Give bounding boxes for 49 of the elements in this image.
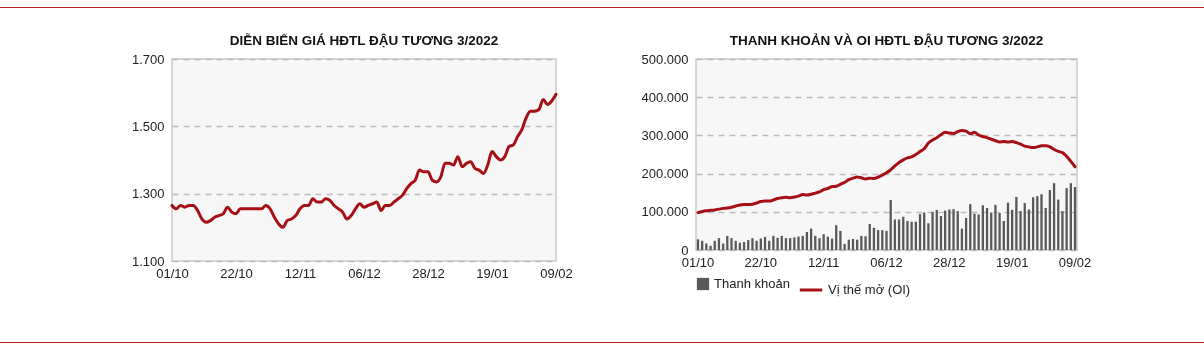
legend-label: Thanh khoản [714,276,790,291]
bar [705,243,708,250]
bar [839,230,842,250]
x-tick-label: 19/01 [995,254,1029,270]
bar [910,221,913,250]
bar [1015,196,1018,250]
bar [1040,194,1043,250]
bar [931,211,934,250]
bar [776,237,779,250]
x-tick-label: 28/12 [933,254,966,270]
x-tick-label: 19/01 [476,265,509,281]
y-tick-label: 1.700 [131,51,165,67]
bar [885,230,888,250]
bar [973,213,976,250]
bar [860,235,863,250]
bar [709,245,712,250]
bar [730,238,733,250]
y-tick-label: 300.000 [641,127,689,143]
y-tick-label: 400.000 [641,89,689,105]
x-tick-label: 12/11 [807,254,840,270]
bar [797,236,800,250]
line-series [170,92,558,229]
bar [751,238,754,250]
chart-title: DIỄN BIẾN GIÁ HĐTL ĐẬU TƯƠNG 3/2022 [229,32,499,48]
bar [793,237,796,250]
x-tick-label: 09/02 [1058,254,1092,270]
bar [755,240,758,250]
x-tick-label: 12/11 [284,265,317,281]
y-tick-label: 100.000 [641,204,689,220]
x-tick-label: 06/12 [348,265,381,281]
chart-title: THANH KHOẢN VÀ OI HĐTL ĐẬU TƯƠNG 3/2022 [729,32,1044,48]
bar [1065,188,1068,250]
x-tick-label: 06/12 [870,254,903,270]
bar [952,209,955,250]
y-tick-label: 200.000 [641,166,689,182]
y-tick-label: 1.500 [131,118,165,134]
bar [818,238,821,250]
legend-label: Vị thế mở (OI) [828,282,911,297]
x-tick-label: 28/12 [412,265,445,281]
x-tick-label: 22/10 [744,254,778,270]
y-tick-label: 500.000 [641,51,689,67]
x-tick-label: 22/10 [220,265,253,281]
bar [864,236,867,250]
y-tick-label: 1.300 [131,186,165,202]
x-tick-label: 09/02 [540,265,573,281]
bar [906,220,909,250]
bar [772,235,775,250]
line-series [696,128,1077,215]
bar [994,204,997,250]
